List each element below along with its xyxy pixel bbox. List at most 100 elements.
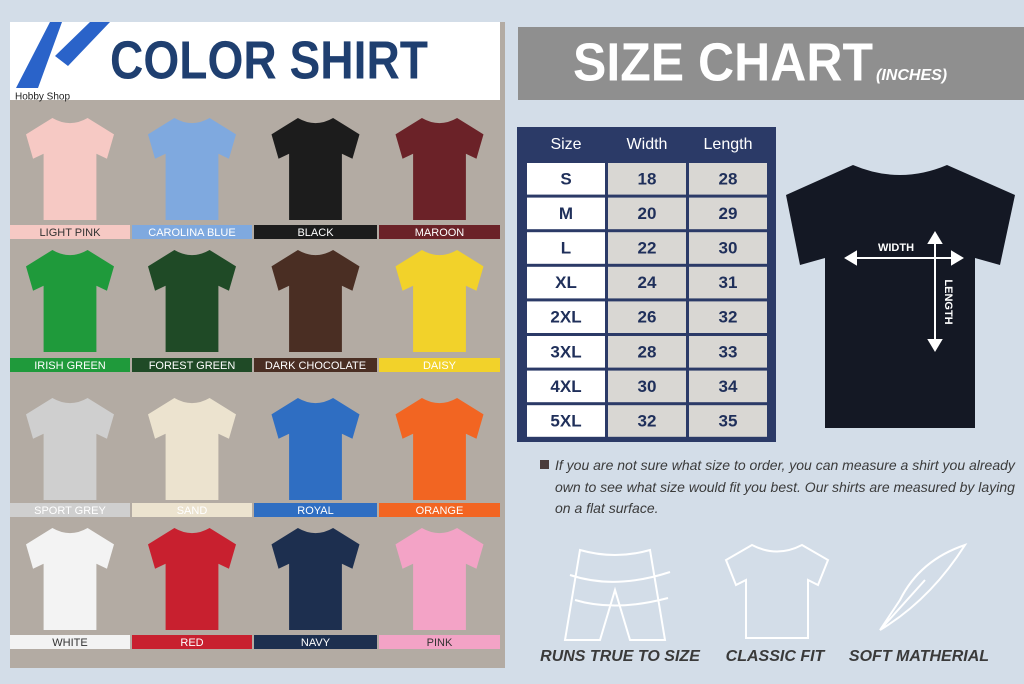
table-cell: [689, 301, 767, 333]
color-band: [10, 225, 130, 239]
table-cell: [527, 266, 605, 299]
table-cell: [689, 266, 767, 299]
title-banner: [518, 27, 1024, 100]
cell-text: 32: [638, 411, 657, 430]
color-band: [379, 503, 500, 517]
shirt: [26, 118, 114, 220]
color-band: [254, 358, 377, 372]
color-band: [254, 635, 377, 649]
table-cell: [689, 232, 767, 264]
color-band: [132, 503, 252, 517]
shirt: [395, 118, 484, 220]
table-cell: [608, 301, 686, 333]
feature-label: CLASSIC FIT: [726, 648, 826, 665]
table-cell: [527, 232, 605, 264]
size-chart-title: SIZE CHART: [573, 32, 873, 92]
bullet: [540, 460, 549, 469]
length-label: LENGTH: [942, 279, 954, 324]
width-label: WIDTH: [878, 242, 914, 254]
table-cell: [689, 163, 767, 195]
cell-text: 22: [638, 238, 657, 257]
shirt: [148, 398, 236, 500]
shirt: [395, 250, 484, 352]
cell-text: M: [559, 204, 573, 223]
shirt: [271, 250, 360, 352]
color-band: [379, 225, 500, 239]
measure-shirt: [786, 165, 1015, 428]
color-name: SPORT GREY: [34, 505, 106, 517]
table-cell: [608, 336, 686, 368]
logo: [16, 22, 110, 88]
color-name: PINK: [427, 637, 453, 649]
color-band: [10, 503, 130, 517]
table-cell: [608, 197, 686, 230]
cell-text: 5XL: [550, 411, 581, 430]
color-name: IRISH GREEN: [34, 360, 106, 372]
color-band: [132, 358, 252, 372]
table-cell: [689, 370, 767, 403]
cell-text: 18: [638, 169, 657, 188]
color-name: NAVY: [301, 637, 331, 649]
cell-text: 26: [638, 308, 657, 327]
color-name: CAROLINA BLUE: [148, 227, 235, 239]
cell-text: 29: [719, 204, 738, 223]
table-cell: [608, 405, 686, 437]
table-cell: [689, 405, 767, 437]
feature-icons: [563, 543, 968, 641]
color-name: ORANGE: [416, 505, 464, 517]
cell-text: 34: [719, 377, 738, 396]
color-name: LIGHT PINK: [40, 227, 102, 239]
table-cell: [689, 336, 767, 368]
color-name: BLACK: [297, 227, 334, 239]
table-header: Length: [704, 136, 753, 153]
color-name: DARK CHOCOLATE: [265, 360, 366, 372]
size-note: If you are not sure what size to order, …: [555, 457, 1015, 516]
cell-text: 32: [719, 308, 738, 327]
table-cell: [527, 405, 605, 437]
color-band: [254, 503, 377, 517]
shirt: [26, 528, 114, 630]
measure-arrows: [844, 231, 964, 352]
color-band: [379, 635, 500, 649]
table-cell: [608, 163, 686, 195]
cell-text: 24: [638, 273, 657, 292]
color-band: [132, 635, 252, 649]
color-name: FOREST GREEN: [149, 360, 236, 372]
table-cell: [527, 197, 605, 230]
cell-text: XL: [555, 273, 577, 292]
cell-text: 3XL: [550, 342, 581, 361]
brand-title: COLOR SHIRT: [110, 30, 428, 90]
feature-label: RUNS TRUE TO SIZE: [540, 648, 701, 665]
color-band: [10, 358, 130, 372]
unit-label: (INCHES): [876, 67, 947, 84]
color-band: [10, 635, 130, 649]
cell-text: 33: [719, 342, 738, 361]
shirt: [271, 398, 360, 500]
table-cell: [527, 163, 605, 195]
table-cell: [608, 266, 686, 299]
shirt: [271, 118, 360, 220]
shirt: [26, 398, 114, 500]
cell-text: L: [561, 238, 571, 257]
shirt: [395, 398, 484, 500]
color-band: [132, 225, 252, 239]
shirt: [26, 250, 114, 352]
table-cell: [527, 336, 605, 368]
shirt: [148, 118, 236, 220]
color-name: SAND: [177, 505, 208, 517]
cell-text: 35: [719, 411, 738, 430]
color-name: RED: [180, 637, 203, 649]
color-name: MAROON: [415, 227, 465, 239]
table-cell: [527, 301, 605, 333]
cell-text: 2XL: [550, 308, 581, 327]
cell-text: 31: [719, 273, 738, 292]
shirt: [148, 528, 236, 630]
cell-text: S: [560, 169, 571, 188]
table-cell: [608, 232, 686, 264]
cell-text: 28: [638, 342, 657, 361]
table-header: Width: [627, 136, 668, 153]
table-cell: [527, 370, 605, 403]
color-band: [254, 225, 377, 239]
